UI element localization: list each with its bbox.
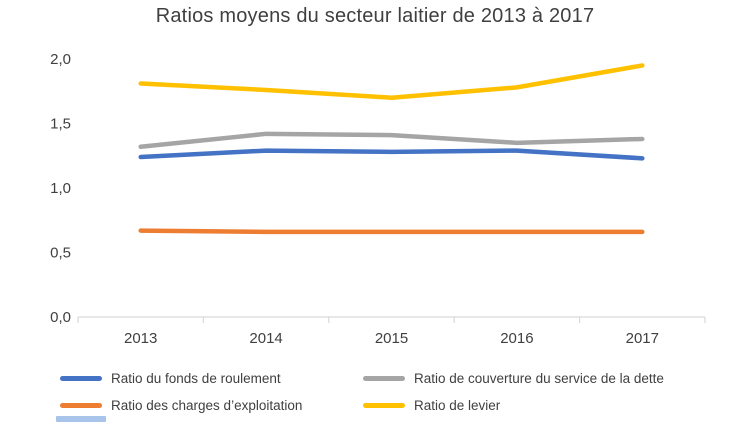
x-axis-tick-label: 2015 bbox=[375, 330, 408, 347]
legend-swatch-icon bbox=[363, 375, 405, 381]
legend-item: Ratio de couverture du service de la det… bbox=[363, 367, 732, 389]
series-line bbox=[138, 131, 645, 149]
y-axis-tick-label: 0,0 bbox=[50, 309, 71, 326]
legend-item: Ratio des charges d’exploitation bbox=[60, 394, 363, 416]
legend-label: Ratio de couverture du service de la det… bbox=[414, 370, 664, 386]
legend-label: Ratio de levier bbox=[414, 397, 501, 413]
legend-swatch-icon bbox=[363, 402, 405, 408]
y-axis-tick-label: 1,5 bbox=[50, 116, 71, 133]
series-line bbox=[138, 148, 645, 161]
chart-legend: Ratio du fonds de roulement Ratio de couv… bbox=[60, 367, 732, 416]
bottom-left-artifact bbox=[56, 416, 106, 422]
legend-item: Ratio de levier bbox=[363, 394, 732, 416]
legend-swatch-icon bbox=[60, 402, 102, 408]
series-line bbox=[138, 228, 645, 235]
x-axis-tick-label: 2013 bbox=[124, 330, 157, 347]
y-axis-tick-label: 1,0 bbox=[50, 180, 71, 197]
chart-title: Ratios moyens du secteur laitier de 2013… bbox=[155, 5, 595, 27]
x-axis-tick-label: 2016 bbox=[500, 330, 533, 347]
legend-label: Ratio des charges d’exploitation bbox=[111, 397, 303, 413]
y-axis-tick-label: 0,5 bbox=[50, 245, 71, 262]
series-line bbox=[138, 63, 645, 100]
y-axis-tick-label: 2,0 bbox=[50, 51, 71, 68]
x-axis-tick-label: 2014 bbox=[249, 330, 282, 347]
legend-swatch-icon bbox=[60, 375, 102, 381]
legend-label: Ratio du fonds de roulement bbox=[111, 370, 281, 386]
x-axis-tick-label: 2017 bbox=[626, 330, 659, 347]
legend-item: Ratio du fonds de roulement bbox=[60, 367, 363, 389]
